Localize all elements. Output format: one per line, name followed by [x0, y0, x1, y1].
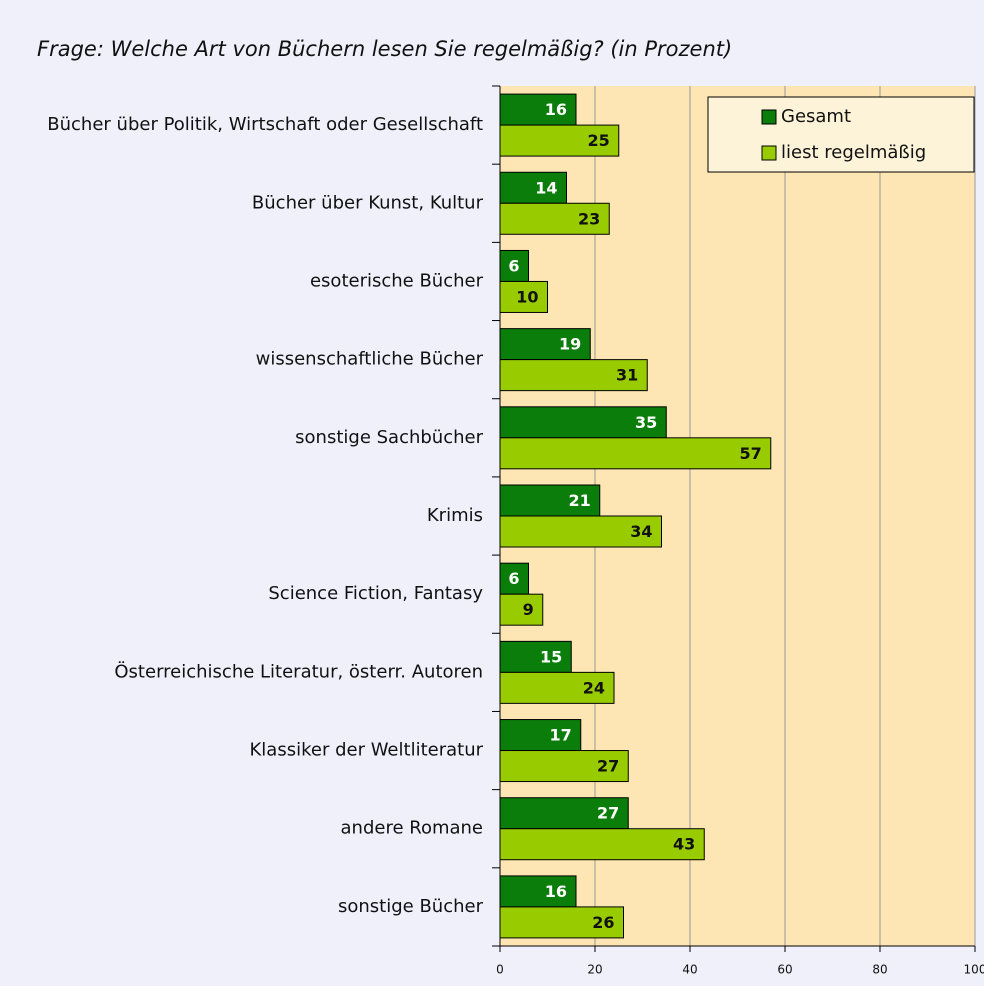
y-tick-label: andere Romane — [341, 818, 484, 839]
data-label: 25 — [587, 131, 609, 150]
bar — [499, 875, 577, 908]
y-tick-label: Krimis — [427, 505, 483, 526]
y-tick-label: Science Fiction, Fantasy — [268, 583, 483, 604]
data-label: 15 — [540, 647, 562, 666]
bar — [499, 124, 620, 157]
data-label: 24 — [583, 678, 605, 697]
y-tick-label: Bücher über Kunst, Kultur — [252, 192, 484, 213]
data-label: 57 — [739, 444, 761, 463]
data-label: 6 — [508, 256, 519, 275]
data-label: 6 — [508, 569, 519, 588]
data-label: 19 — [559, 335, 581, 354]
chart-title: Frage: Welche Art von Büchern lesen Sie … — [37, 37, 732, 61]
data-label: 35 — [635, 413, 657, 432]
x-tick-label: 20 — [587, 963, 602, 977]
legend-label: liest regelmäßig — [781, 142, 926, 163]
bar — [499, 484, 601, 517]
bar — [499, 671, 615, 704]
data-label: 16 — [545, 100, 567, 119]
data-label: 27 — [597, 757, 619, 776]
y-tick-label: wissenschaftliche Bücher — [256, 349, 484, 370]
data-label: 31 — [616, 366, 638, 385]
x-tick-label: 100 — [964, 963, 984, 977]
bar — [499, 328, 591, 361]
bar — [499, 280, 548, 313]
x-tick-label: 0 — [496, 963, 504, 977]
bar — [499, 797, 629, 830]
data-label: 10 — [516, 287, 538, 306]
bar — [499, 437, 772, 470]
y-tick-label: Bücher über Politik, Wirtschaft oder Ges… — [47, 114, 483, 135]
bar — [499, 719, 582, 752]
data-label: 23 — [578, 209, 600, 228]
x-tick-label: 80 — [872, 963, 887, 977]
bar — [499, 640, 572, 673]
data-label: 34 — [630, 522, 652, 541]
y-tick-label: sonstige Bücher — [338, 896, 484, 917]
legend-swatch — [761, 109, 777, 125]
data-label: 21 — [568, 491, 590, 510]
data-label: 14 — [535, 178, 557, 197]
bar — [499, 359, 648, 392]
legend-label: Gesamt — [781, 106, 851, 127]
bar — [499, 906, 624, 939]
data-label: 9 — [523, 600, 534, 619]
bar — [499, 406, 667, 439]
data-label: 17 — [549, 726, 571, 745]
x-tick-label: 40 — [682, 963, 697, 977]
bar — [499, 93, 577, 126]
bar — [499, 202, 610, 235]
x-tick-label: 60 — [777, 963, 792, 977]
data-label: 16 — [545, 882, 567, 901]
legend-swatch — [761, 145, 777, 161]
y-tick-label: Klassiker der Weltliteratur — [250, 740, 484, 761]
bar — [499, 750, 629, 783]
bar — [499, 593, 544, 626]
bar — [499, 828, 705, 861]
y-tick-label: esoterische Bücher — [310, 270, 484, 291]
data-label: 43 — [673, 835, 695, 854]
data-label: 26 — [592, 913, 614, 932]
y-tick-label: sonstige Sachbücher — [295, 427, 483, 448]
data-label: 27 — [597, 804, 619, 823]
legend — [707, 96, 975, 173]
y-tick-label: Österreichische Literatur, österr. Autor… — [114, 660, 483, 682]
bar — [499, 562, 529, 595]
bar — [499, 515, 662, 548]
